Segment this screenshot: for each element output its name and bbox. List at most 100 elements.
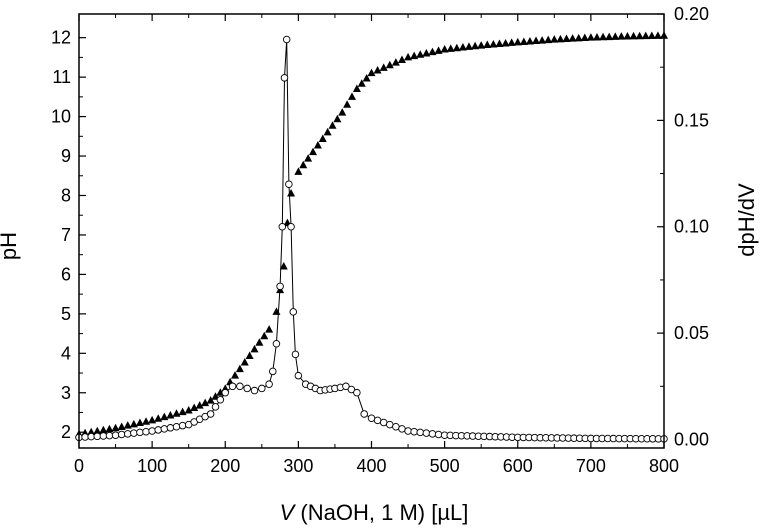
data-point-triangle [309,147,317,156]
data-point-triangle [362,73,371,82]
left-y-tick-label: 4 [61,343,71,363]
data-point-triangle [160,412,169,421]
right-y-tick-label: 0.00 [674,429,709,449]
data-point-circle [123,430,132,438]
data-point-triangle [328,121,337,129]
x-axis: V (NaOH, 1 M) [µL] [280,500,469,525]
data-point-triangle [611,32,620,40]
data-point-triangle [379,63,388,71]
axis-ticks: 0 100 200 300 400 500 600 700 800 2 3 4 5 6 7 8 9 10 11 12 0… [51,4,709,476]
data-point-triangle [338,108,347,116]
x-tick-label: 700 [576,456,606,476]
data-point-triangle [599,32,608,41]
data-point-circle [136,428,144,437]
data-point-circle [236,382,244,391]
data-point-triangle [304,154,313,162]
plot-frame [78,13,665,449]
data-point-triangle [397,55,406,64]
data-point-triangle [240,358,249,366]
data-point-triangle [507,38,516,46]
data-point-triangle [404,52,413,61]
data-point-circle [428,430,437,438]
data-point-circle [347,385,356,394]
data-point-triangle [556,34,565,43]
data-point-triangle [313,141,322,149]
data-point-triangle [373,66,382,74]
data-point-circle [404,427,412,435]
data-point-triangle [201,398,210,407]
x-tick-label: 600 [503,456,533,476]
data-point-circle [142,427,150,436]
data-point-triangle [519,37,528,45]
data-point-circle [117,430,126,439]
data-point-circle [291,350,300,359]
left-y-tick-label: 3 [61,383,71,403]
data-point-triangle [250,344,259,353]
left-y-tick-label: 11 [52,67,71,87]
data-point-circle [379,418,388,427]
data-point-triangle [287,189,296,197]
data-point-triangle [245,351,254,359]
data-point-circle [353,388,361,397]
data-point-circle [172,422,181,431]
data-point-triangle [440,45,449,53]
data-point-circle [99,432,108,440]
data-point-triangle [352,84,361,92]
data-point-triangle [483,40,492,49]
data-point-triangle [538,36,547,44]
data-point-triangle [272,307,281,315]
data-point-circle [93,432,102,441]
plot-area [75,31,668,443]
data-point-circle [178,421,187,430]
x-tick-label: 100 [137,456,167,476]
data-point-circle [392,422,400,431]
data-point-circle [272,340,281,348]
data-point-circle [243,384,251,393]
x-axis-title: V (NaOH, 1 M) [µL] [280,500,469,525]
data-point-triangle [562,34,571,42]
data-point-triangle [93,426,102,435]
right-y-axis: dpH/dV [734,183,759,257]
data-point-circle [221,388,229,397]
data-point-triangle [206,396,215,404]
data-point-triangle [452,43,461,52]
data-point-triangle [410,51,419,60]
data-point-triangle [544,35,553,44]
data-point-triangle [323,127,332,136]
right-y-tick-label: 0.05 [674,323,709,343]
data-point-circle [278,222,287,231]
data-point-circle [386,420,394,429]
data-point-circle [130,429,138,437]
data-point-triangle [385,60,394,69]
data-point-circle [416,428,425,437]
data-point-triangle [178,407,187,416]
data-point-circle [285,180,293,188]
data-point-triangle [647,31,656,39]
right-y-tick-label: 0.20 [674,4,709,24]
data-point-circle [422,429,431,437]
data-point-circle [410,427,418,436]
data-point-triangle [255,338,264,346]
data-point-circle [250,386,259,395]
data-point-triangle [318,134,327,142]
data-point-triangle [343,100,352,108]
data-point-circle [206,410,215,418]
data-point-circle [87,432,95,441]
data-point-circle [160,425,169,433]
data-point-circle [148,427,156,435]
data-point-triangle [465,42,473,50]
series-2 [75,35,668,443]
data-point-triangle [422,48,431,57]
left-y-tick-label: 5 [61,304,71,324]
left-y-tick-label: 12 [51,28,71,48]
right-y-tick-label: 0.10 [674,217,709,237]
data-point-circle [258,384,266,393]
data-point-triangle [195,401,204,409]
data-point-circle [269,367,277,376]
data-point-triangle [617,32,626,40]
x-tick-label: 200 [210,456,240,476]
data-point-triangle [458,43,467,51]
data-point-triangle [525,36,534,45]
right-y-tick-label: 0.15 [674,110,709,130]
